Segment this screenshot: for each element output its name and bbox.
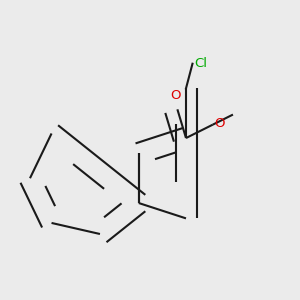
Text: Cl: Cl [194,57,207,70]
Text: O: O [170,89,181,102]
Text: O: O [214,117,225,130]
